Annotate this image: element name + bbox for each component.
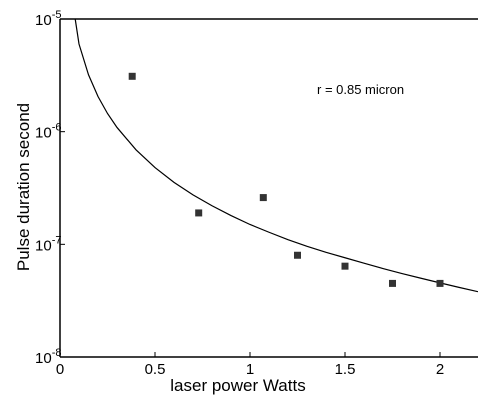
data-point xyxy=(195,209,203,217)
x-tick-label: 0 xyxy=(56,361,64,378)
axes xyxy=(59,18,478,358)
data-point xyxy=(436,279,444,287)
data-point xyxy=(389,279,396,287)
data-point xyxy=(128,72,136,80)
data-point xyxy=(294,251,301,259)
y-tick-label: 10-7 xyxy=(35,234,61,254)
x-tick-label: 0.5 xyxy=(145,361,166,378)
y-tick-label: 10-8 xyxy=(35,347,61,367)
x-axis-label: laser power Watts xyxy=(170,376,305,395)
data-point xyxy=(341,262,349,270)
y-axis-label: Pulse duration second xyxy=(14,103,33,271)
data-point xyxy=(259,194,267,202)
y-tick-label: 10-6 xyxy=(35,122,61,142)
y-tick-label: 10-5 xyxy=(35,9,61,29)
tick-labels: 0 0.5 1 1.5 2 10-8 10-7 10-6 10-5 xyxy=(35,9,444,378)
x-tick-label: 2 xyxy=(436,361,444,378)
data-points xyxy=(128,72,444,287)
x-tick-label: 1.5 xyxy=(335,361,356,378)
fit-curve-layer xyxy=(74,18,478,293)
fit-curve xyxy=(74,18,478,293)
annotation-radius: r = 0.85 micron xyxy=(317,82,404,97)
x-tick-label: 1 xyxy=(246,361,254,378)
